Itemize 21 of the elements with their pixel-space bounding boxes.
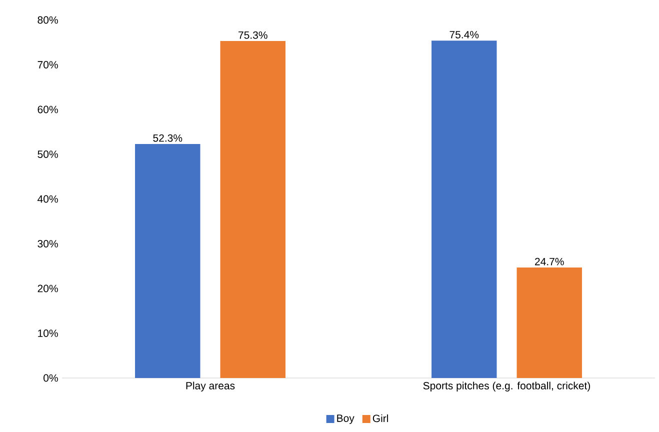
data-label: 52.3% bbox=[153, 134, 182, 142]
y-tick-label: 80% bbox=[38, 16, 58, 24]
y-tick-label: 30% bbox=[38, 240, 58, 248]
y-tick-label: 20% bbox=[38, 284, 58, 292]
y-tick-label: 50% bbox=[38, 150, 58, 158]
y-tick-label: 10% bbox=[38, 330, 58, 337]
x-tick-label: Sports pitches (e.g. football, cricket) bbox=[423, 382, 590, 392]
bar bbox=[516, 267, 582, 378]
bar bbox=[220, 41, 286, 378]
legend-label: Boy bbox=[337, 414, 354, 424]
y-tick-label: 0% bbox=[44, 374, 58, 382]
y-tick-label: 60% bbox=[38, 106, 58, 114]
data-label: 24.7% bbox=[535, 258, 564, 266]
bar bbox=[432, 40, 497, 378]
data-label: 75.3% bbox=[238, 31, 268, 39]
x-tick-label: Play areas bbox=[186, 382, 235, 392]
y-tick-label: 70% bbox=[38, 61, 58, 68]
bar bbox=[135, 144, 200, 378]
legend-label: Girl bbox=[372, 414, 388, 422]
y-tick-label: 40% bbox=[38, 195, 58, 203]
data-label: 75.4% bbox=[450, 31, 479, 38]
